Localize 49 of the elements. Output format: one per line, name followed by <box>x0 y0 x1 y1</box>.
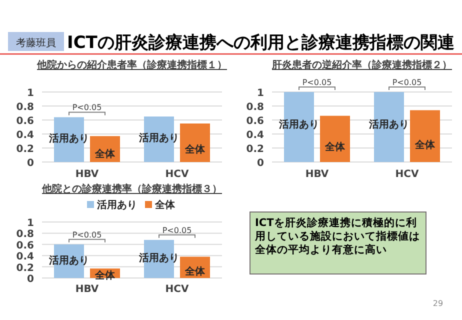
annotation: P<0.05 <box>392 78 422 87</box>
series-label: 全体 <box>94 148 116 160</box>
series-label: 活用あり <box>48 132 89 144</box>
y-tick-label: 0.4 <box>246 130 264 141</box>
chart-title: 肝炎患者の逆紹介率（診療連携指標２） <box>271 59 452 71</box>
y-tick-label: 0.4 <box>16 252 34 263</box>
y-tick-label: 0.2 <box>246 144 264 155</box>
y-tick-label: 1 <box>27 218 34 229</box>
text: 全体 <box>415 140 435 151</box>
x-tick-label: HBV <box>75 169 99 180</box>
text: 考藤班員 <box>16 37 56 49</box>
y-tick-label: 0.6 <box>16 240 34 252</box>
y-tick-label: 0.8 <box>16 102 34 113</box>
annotation: P<0.05 <box>302 78 332 87</box>
text: 全体 <box>185 266 205 278</box>
text: 活用あり <box>139 132 179 144</box>
x-tick-label: HBV <box>75 284 99 295</box>
text: 活用あり <box>139 253 179 264</box>
legend-label: 活用あり <box>96 199 137 211</box>
annotation: P<0.05 <box>72 103 102 112</box>
x-tick-label: HCV <box>395 169 419 180</box>
y-tick-label: 0.6 <box>16 116 34 127</box>
text: ICTの肝炎診療連携への利用と診療連携指標の関連 <box>67 33 454 53</box>
legend-label: 全体 <box>154 199 176 211</box>
x-tick-label: HCV <box>165 169 189 180</box>
y-tick-label: 0 <box>27 158 34 169</box>
y-tick-label: 1 <box>27 88 34 99</box>
chart-title: 他院との診療連携率（診療連携指標３） <box>41 183 222 195</box>
y-tick-label: 0.8 <box>16 229 34 240</box>
y-tick-label: 0.6 <box>246 116 264 127</box>
series-label: 全体 <box>324 140 346 153</box>
text: 29 <box>432 299 444 308</box>
chart-title: 他院からの紹介患者率（診療連携指標１） <box>36 59 227 71</box>
x-tick-label: HBV <box>305 169 329 180</box>
y-tick-label: 0.4 <box>16 130 34 141</box>
y-tick-label: 0 <box>27 274 34 285</box>
text: ICTを肝炎診療連携に積極的に利用している施設において指標値は全体の平均より有意に高い <box>254 216 420 256</box>
y-tick-label: 0.2 <box>16 144 34 155</box>
text: 全体 <box>185 144 205 156</box>
y-tick-label: 0.2 <box>16 262 34 274</box>
text: 活用あり <box>369 120 409 130</box>
series-label: 活用あり <box>278 118 319 130</box>
text: 活用あり <box>49 256 89 267</box>
y-tick-label: 1 <box>257 88 264 99</box>
x-tick-label: HCV <box>165 284 189 295</box>
annotation: P<0.05 <box>162 226 192 235</box>
y-tick-label: 0.8 <box>246 102 264 113</box>
y-tick-label: 0 <box>257 158 264 169</box>
annotation: P<0.05 <box>72 230 102 240</box>
